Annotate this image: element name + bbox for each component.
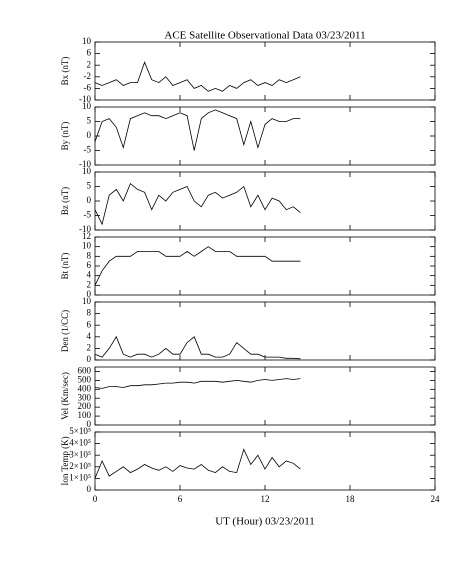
data-line xyxy=(94,109,301,151)
y-axis-label: Ion Temp (K) xyxy=(60,436,70,485)
y-axis-label: Bt (nT) xyxy=(60,253,70,280)
x-tick-label: 24 xyxy=(431,494,441,504)
y-tick-label: 0 xyxy=(87,195,92,205)
y-tick-label: 6 xyxy=(87,260,92,270)
y-tick-label: 10 xyxy=(82,101,92,111)
y-tick-label: 10 xyxy=(82,241,92,251)
y-tick-label: 5 xyxy=(87,181,92,191)
y-axis-label: Vel (Km/sec) xyxy=(60,372,70,420)
y-tick-label: 3×10⁵ xyxy=(69,449,91,459)
y-tick-label: 2 xyxy=(87,279,92,289)
y-tick-label: 0 xyxy=(87,130,92,140)
y-tick-label: -10 xyxy=(79,94,91,104)
y-tick-label: 2×10⁵ xyxy=(69,461,91,471)
y-tick-label: 10 xyxy=(82,166,92,176)
y-tick-label: 5 xyxy=(87,116,92,126)
y-tick-label: 0 xyxy=(87,354,92,364)
y-tick-label: 0 xyxy=(87,289,92,299)
x-axis-label: UT (Hour) 03/23/2011 xyxy=(215,516,315,528)
y-tick-label: -6 xyxy=(84,82,92,92)
y-tick-label: 2 xyxy=(87,342,92,352)
y-tick-label: -10 xyxy=(79,159,91,169)
y-tick-label: 10 xyxy=(82,36,92,46)
y-tick-label: 2 xyxy=(87,59,92,69)
y-tick-label: 300 xyxy=(78,392,92,402)
y-tick-label: 10 xyxy=(82,296,92,306)
x-tick-label: 6 xyxy=(178,494,183,504)
y-tick-label: 4 xyxy=(87,270,92,280)
y-tick-label: 1×10⁵ xyxy=(69,472,91,482)
y-tick-label: 5×10⁵ xyxy=(69,426,91,436)
y-tick-label: 200 xyxy=(78,401,92,411)
y-axis-label: Den (1/CC) xyxy=(60,310,70,352)
y-axis-label: Bz (nT) xyxy=(60,187,70,215)
x-tick-label: 12 xyxy=(261,494,270,504)
y-tick-label: 400 xyxy=(78,383,92,393)
y-tick-label: 8 xyxy=(87,308,92,318)
data-line xyxy=(94,61,301,92)
y-tick-label: 8 xyxy=(87,250,92,260)
y-tick-label: 0 xyxy=(87,419,92,429)
y-tick-label: -10 xyxy=(79,224,91,234)
x-tick-label: 18 xyxy=(346,494,356,504)
y-tick-label: 0 xyxy=(87,484,92,494)
data-line xyxy=(94,378,301,389)
y-tick-label: 4×10⁵ xyxy=(69,438,91,448)
y-tick-label: 100 xyxy=(78,410,92,420)
data-line xyxy=(94,335,301,360)
y-tick-label: -5 xyxy=(84,210,92,220)
y-axis-label: By (nT) xyxy=(60,122,70,151)
y-tick-label: 600 xyxy=(78,366,92,376)
data-line xyxy=(94,448,301,479)
data-line xyxy=(94,246,301,286)
y-tick-label: -2 xyxy=(84,71,92,81)
y-tick-label: 6 xyxy=(87,48,92,58)
y-tick-label: 500 xyxy=(78,374,92,384)
y-axis-label: Bx (nT) xyxy=(60,57,70,86)
x-tick-label: 0 xyxy=(93,494,98,504)
chart-title: ACE Satellite Observational Data 03/23/2… xyxy=(164,30,365,42)
y-tick-label: -5 xyxy=(84,145,92,155)
y-tick-label: 12 xyxy=(82,231,91,241)
y-tick-label: 4 xyxy=(87,331,92,341)
data-line xyxy=(94,182,301,226)
y-tick-label: 6 xyxy=(87,319,92,329)
